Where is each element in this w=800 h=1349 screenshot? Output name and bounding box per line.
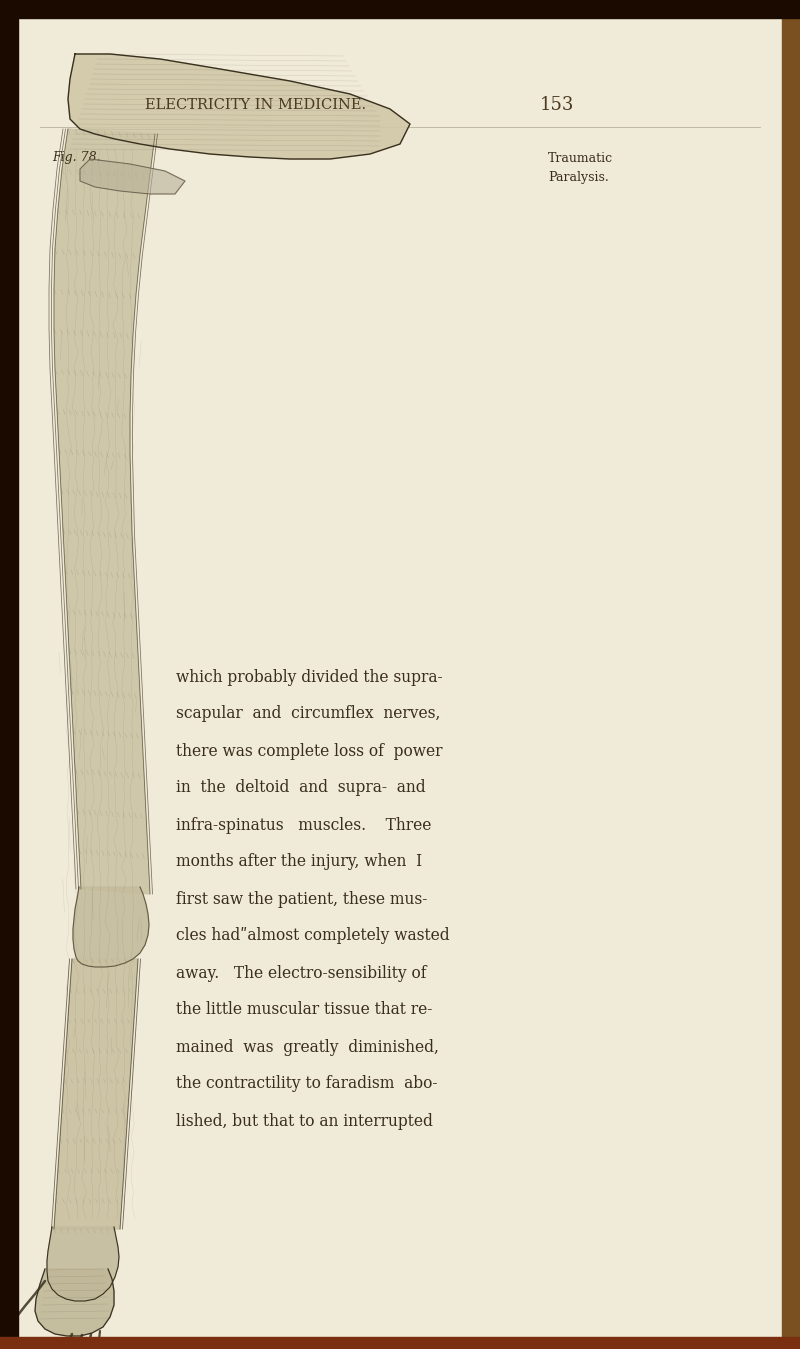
Text: mained  was  greatly  diminished,: mained was greatly diminished,: [176, 1039, 439, 1055]
Text: cles hadʺalmost completely wasted: cles hadʺalmost completely wasted: [176, 928, 450, 944]
Text: which probably divided the supra-: which probably divided the supra-: [176, 669, 442, 685]
Text: ELECTRICITY IN MEDICINE.: ELECTRICITY IN MEDICINE.: [145, 98, 366, 112]
Text: months after the injury, when  I: months after the injury, when I: [176, 854, 422, 870]
Bar: [782, 0, 800, 1349]
Bar: [0, 1337, 800, 1349]
Bar: [0, 0, 18, 1349]
Polygon shape: [54, 130, 155, 894]
Polygon shape: [35, 1269, 114, 1336]
Polygon shape: [73, 888, 149, 967]
Text: Paralysis.: Paralysis.: [548, 171, 609, 185]
Text: in  the  deltoid  and  supra-  and: in the deltoid and supra- and: [176, 780, 426, 796]
Text: the little muscular tissue that re-: the little muscular tissue that re-: [176, 1001, 432, 1018]
Text: Traumatic: Traumatic: [548, 151, 613, 165]
Text: away.   The electro-sensibility of: away. The electro-sensibility of: [176, 965, 426, 982]
Text: lished, but that to an interrupted: lished, but that to an interrupted: [176, 1113, 433, 1129]
Bar: [0, 0, 800, 18]
Text: scapular  and  circumflex  nerves,: scapular and circumflex nerves,: [176, 706, 440, 723]
Polygon shape: [54, 959, 138, 1229]
Polygon shape: [68, 54, 410, 159]
Text: 153: 153: [540, 96, 574, 115]
Polygon shape: [80, 159, 185, 194]
Polygon shape: [47, 1228, 119, 1300]
Text: the contractility to faradism  abo-: the contractility to faradism abo-: [176, 1075, 438, 1093]
Text: infra-spinatus   muscles.    Three: infra-spinatus muscles. Three: [176, 816, 431, 834]
Text: Fig. 78.: Fig. 78.: [52, 151, 101, 165]
Text: first saw the patient, these mus-: first saw the patient, these mus-: [176, 890, 427, 908]
Text: there was complete loss of  power: there was complete loss of power: [176, 742, 442, 759]
